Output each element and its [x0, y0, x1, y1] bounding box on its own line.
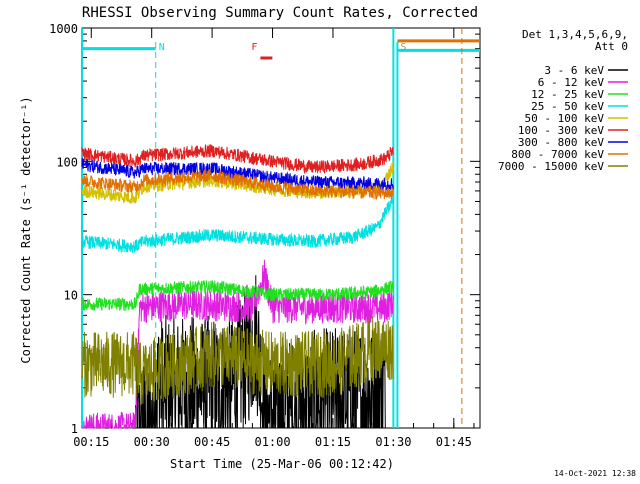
x-tick-label: 01:45	[436, 435, 472, 449]
flag-label: F	[251, 42, 257, 53]
legend-label: 3 - 6 keV	[544, 64, 604, 77]
x-axis-label: Start Time (25-Mar-06 00:12:42)	[170, 457, 394, 471]
legend-label: 25 - 50 keV	[531, 100, 604, 113]
legend-label: 100 - 300 keV	[518, 124, 604, 137]
y-tick-label: 1	[71, 422, 78, 436]
legend-header-line: Det 1,3,4,5,6,9,	[522, 28, 628, 41]
y-tick-label: 100	[56, 155, 78, 169]
x-tick-label: 00:30	[134, 435, 170, 449]
chart-title: RHESSI Observing Summary Count Rates, Co…	[82, 5, 478, 21]
legend-label: 6 - 12 keV	[538, 76, 605, 89]
footer-timestamp: 14-Oct-2021 12:38	[554, 469, 636, 478]
x-tick-label: 01:00	[254, 435, 290, 449]
series-line	[81, 168, 394, 200]
legend-label: 50 - 100 keV	[525, 112, 605, 125]
legend-label: 7000 - 15000 keV	[498, 160, 604, 173]
flag-label: N	[159, 42, 165, 53]
x-tick-label: 01:15	[315, 435, 351, 449]
x-tick-label: 01:30	[375, 435, 411, 449]
legend-header-line: Att 0	[595, 40, 628, 53]
y-tick-label: 10	[64, 289, 78, 303]
series-line	[81, 280, 394, 312]
legend-label: 300 - 800 keV	[518, 136, 604, 149]
series-line	[81, 193, 394, 254]
x-tick-label: 00:45	[194, 435, 230, 449]
legend-label: 800 - 7000 keV	[511, 148, 604, 161]
y-axis-label: Corrected Count Rate (s⁻¹ detector⁻¹)	[19, 96, 33, 363]
series-line	[81, 144, 394, 175]
flag-label: S	[400, 42, 406, 53]
series-line	[81, 259, 394, 430]
legend-label: 12 - 25 keV	[531, 88, 604, 101]
series-line	[81, 316, 394, 405]
y-tick-label: 1000	[49, 22, 78, 36]
x-tick-label: 00:15	[73, 435, 109, 449]
